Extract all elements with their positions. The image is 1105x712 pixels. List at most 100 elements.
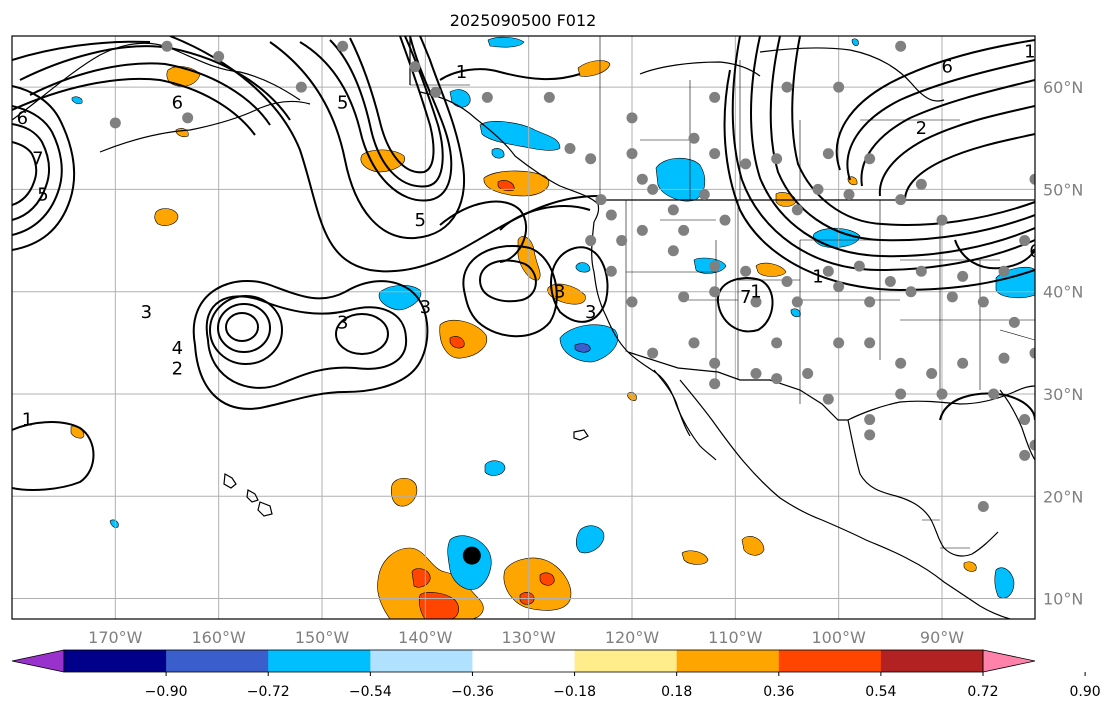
contour-label: 6 — [17, 108, 28, 129]
longitude-labels: 170°W 160°W 150°W 140°W 130°W 120°W 110°W 100°W… — [88, 628, 964, 647]
station-dot — [864, 153, 876, 165]
coastline-arctic — [639, 61, 761, 77]
contour-ring — [217, 303, 271, 353]
latitude-label: 50°N — [1043, 180, 1083, 199]
station-dot — [771, 153, 783, 165]
contour-line — [835, 39, 1035, 171]
contour-line — [349, 36, 435, 174]
station-dot — [750, 368, 762, 380]
station-dot — [667, 245, 679, 257]
shade-blob — [71, 96, 83, 105]
contour-label: 5 — [414, 210, 425, 231]
island-hawaii — [257, 501, 273, 517]
station-dot — [905, 286, 917, 298]
colorbar-tick-label: 0.36 — [763, 684, 794, 700]
station-dot — [647, 183, 659, 195]
station-dot — [833, 81, 845, 93]
station-dot — [822, 148, 834, 160]
contour-line — [12, 123, 50, 221]
coastline-gulf-north — [847, 385, 1035, 421]
station-dot — [802, 368, 814, 380]
station-dot — [915, 178, 927, 190]
contour-line — [731, 36, 1035, 272]
station-dot — [719, 214, 731, 226]
station-dot — [409, 61, 421, 73]
station-dot — [895, 357, 907, 369]
shade-blob — [449, 89, 471, 108]
station-dot — [585, 153, 597, 165]
contour-line — [939, 392, 1035, 421]
contour-label: 6 — [172, 92, 183, 113]
contour-ring — [335, 313, 389, 355]
longitude-label: 170°W — [88, 628, 143, 647]
station-dot — [822, 393, 834, 405]
island — [573, 429, 589, 441]
station-dot — [864, 414, 876, 426]
station-dot — [709, 91, 721, 103]
coastlines-and-borders — [12, 36, 1035, 619]
longitude-label: 150°W — [295, 628, 350, 647]
contour-label: 2 — [916, 118, 927, 139]
state-borders — [410, 36, 1035, 549]
contour-label: 3 — [554, 282, 565, 303]
station-dot — [833, 281, 845, 293]
station-dot — [709, 378, 721, 390]
shade-blob — [439, 319, 488, 359]
station-dot — [791, 296, 803, 308]
latitude-label: 40°N — [1043, 283, 1083, 302]
station-dot — [998, 265, 1010, 277]
island-hawaii — [223, 473, 237, 489]
station-dot — [678, 291, 690, 303]
shade-blob — [154, 208, 179, 226]
contour-line — [439, 200, 527, 263]
map-frame — [11, 35, 1036, 620]
station-dot — [709, 260, 721, 272]
shade-blob — [484, 460, 506, 476]
shade-blob — [574, 343, 591, 353]
station-dot — [957, 270, 969, 282]
station-dot — [740, 158, 752, 170]
shade-blob — [559, 324, 619, 363]
contour-label: 7 — [740, 287, 751, 308]
longitude-label: 160°W — [191, 628, 246, 647]
station-dot — [771, 337, 783, 349]
shade-blob — [741, 536, 765, 556]
station-dot — [936, 214, 948, 226]
station-dot — [688, 337, 700, 349]
colorbar-tick-label: −0.54 — [349, 684, 392, 700]
station-dot — [688, 132, 700, 144]
contour-line — [299, 36, 453, 202]
contour-label: 2 — [172, 358, 183, 379]
contour-label: 7 — [32, 149, 43, 170]
latitude-label: 30°N — [1043, 385, 1083, 404]
station-dot — [1019, 235, 1031, 247]
station-dot — [781, 81, 793, 93]
station-dot — [998, 352, 1010, 364]
contour-label: 1 — [22, 410, 33, 431]
shade-blob — [390, 477, 418, 507]
contour-line — [29, 62, 271, 126]
coastline-mexico-west — [679, 379, 1011, 619]
longitude-label: 90°W — [920, 628, 964, 647]
shade-blob — [851, 38, 859, 46]
station-dot — [564, 143, 576, 155]
colorbar: −0.90 −0.72 −0.54 −0.36 −0.18 0.18 0.36 0.54 0.7… — [11, 649, 1101, 700]
colorbar-segment — [64, 650, 167, 672]
station-dot — [1029, 173, 1035, 185]
station-dot — [864, 429, 876, 441]
station-dot — [709, 148, 721, 160]
station-dot — [109, 117, 121, 129]
station-dot — [884, 275, 896, 287]
station-dot — [791, 204, 803, 216]
contour-line — [12, 40, 151, 61]
contour-line — [12, 421, 95, 491]
station-dot — [295, 81, 307, 93]
latitude-labels: 60°N 50°N 40°N 30°N 20°N 10°N — [1043, 78, 1083, 608]
station-dot — [957, 357, 969, 369]
station-dot — [647, 347, 659, 359]
contour-label: 6 — [1029, 241, 1040, 262]
station-dot — [833, 337, 845, 349]
station-dot — [977, 500, 989, 512]
